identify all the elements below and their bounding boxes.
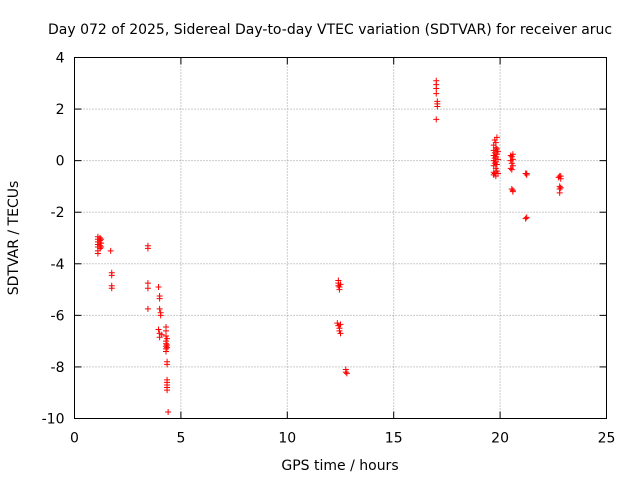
y-axis-label: SDTVAR / TECUs [6,181,22,296]
data-point [107,247,114,254]
data-point [492,144,499,151]
data-point [433,90,440,97]
data-point [556,189,563,196]
data-point [165,409,172,416]
data-point [491,155,498,162]
data-point [493,134,500,141]
data-point [336,327,343,334]
data-point [144,305,151,312]
data-point [509,156,516,163]
data-point [164,335,171,342]
y-tick-label: -8 [51,360,65,376]
data-point [492,139,499,146]
data-point [108,272,115,279]
data-point [494,156,501,163]
data-point [494,148,501,155]
data-point [337,321,344,328]
data-point [144,245,151,252]
x-tick-label: 0 [70,431,79,447]
data-point [557,173,564,180]
data-point [509,151,516,158]
data-point [144,285,151,292]
data-point [158,331,165,338]
data-point [98,244,105,251]
y-tick-label: -6 [51,308,65,324]
data-point [492,165,499,172]
data-point [493,151,500,158]
data-point [433,116,440,123]
data-point [493,167,500,174]
data-point [163,348,170,355]
data-point [523,214,530,221]
data-point [164,361,171,368]
data-point [97,245,104,252]
x-tick-label: 5 [176,431,185,447]
y-tick-label: 2 [56,102,65,118]
x-tick-label: 20 [491,431,509,447]
data-point [509,162,516,169]
grid-lines [74,57,607,419]
axis-ticks: 0 5 10 15 20 25 -10 -8 -6 -4 -2 0 2 4 [42,51,616,447]
data-point [433,85,440,92]
data-point [508,160,515,167]
data-point [164,387,171,394]
x-tick-label: 10 [278,431,296,447]
data-point [508,186,515,193]
data-point [156,305,163,312]
data-point [522,215,529,222]
data-point [144,280,151,287]
data-point [155,283,162,290]
data-point [493,161,500,168]
y-tick-label: -2 [51,205,65,221]
y-tick-label: 4 [56,51,65,67]
data-point [157,312,164,319]
data-point [94,250,101,257]
data-point [163,327,170,334]
x-tick-label: 25 [598,431,616,447]
data-point [108,285,115,292]
data-point [342,369,349,376]
y-tick-label: -10 [42,412,65,428]
data-point [336,286,343,293]
data-point [163,332,170,339]
y-tick-label: 0 [56,154,65,170]
data-point [509,188,516,195]
data-point [334,320,341,327]
data-points [94,77,564,416]
data-point [337,330,344,337]
data-point [508,166,515,173]
data-point [164,344,171,351]
chart-title: Day 072 of 2025, Sidereal Day-to-day VTE… [48,22,612,38]
data-point [523,170,530,177]
data-point [493,146,500,153]
data-point [508,153,515,160]
data-point [156,295,163,302]
x-tick-label: 15 [385,431,403,447]
x-axis-label: GPS time / hours [281,458,398,474]
y-tick-label: -4 [51,257,65,273]
data-point [494,170,501,177]
plot-frame [74,57,607,419]
data-point [337,281,344,288]
data-point [343,370,350,377]
data-point [434,103,441,110]
data-point [557,184,564,191]
data-point [155,326,162,333]
